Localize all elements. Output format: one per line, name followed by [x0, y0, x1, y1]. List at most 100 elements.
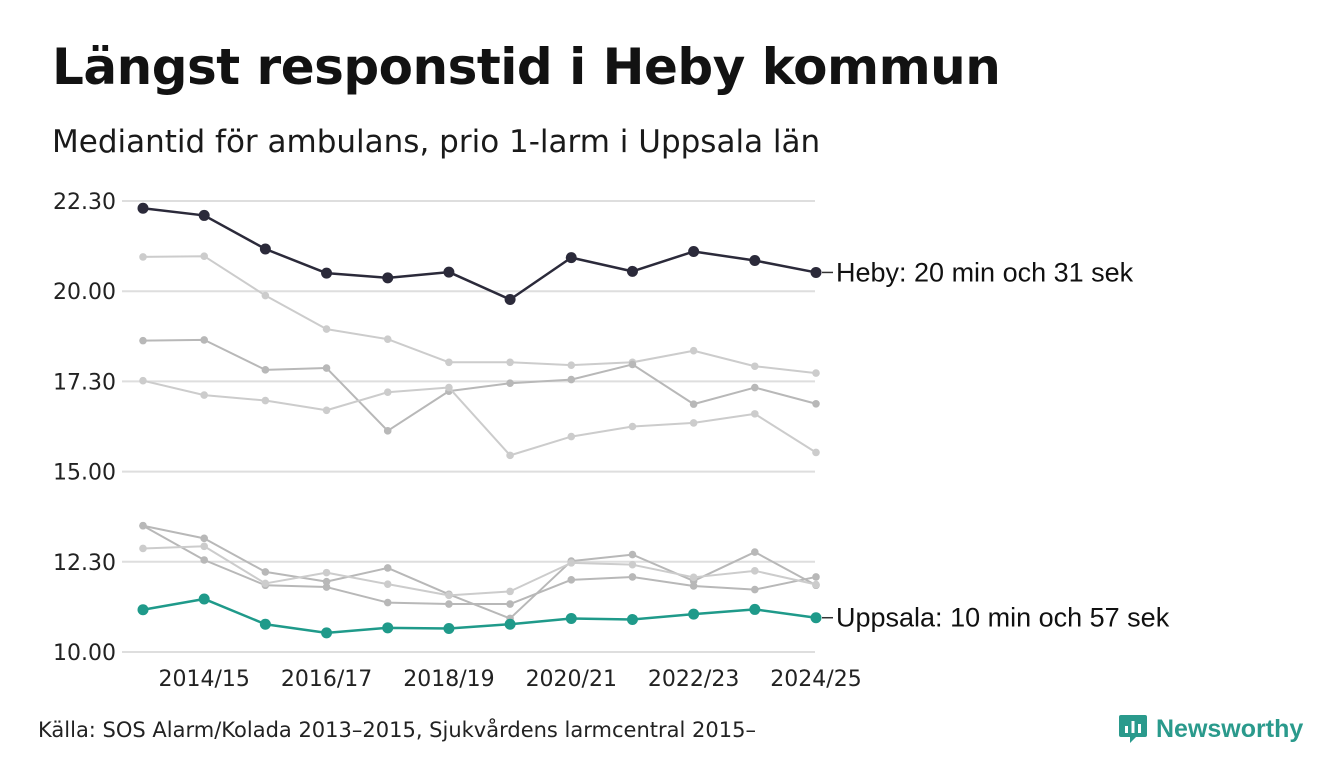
data-point [259, 243, 271, 255]
source-note: Källa: SOS Alarm/Kolada 2013–2015, Sjukv… [38, 718, 756, 742]
data-point [261, 366, 270, 374]
series-line [142, 206, 817, 301]
data-point [810, 612, 822, 624]
series-end-labels: Heby: 20 min och 31 sek Uppsala: 10 min o… [822, 257, 1170, 633]
data-point [382, 622, 394, 634]
gridlines [122, 200, 815, 653]
data-point [383, 427, 392, 435]
data-point [200, 391, 208, 399]
data-point [198, 593, 210, 605]
series-kommun-d [139, 521, 820, 623]
data-point [322, 325, 331, 333]
x-axis-ticks: 2014/15 2016/17 2018/19 2020/21 2022/23 2024/… [158, 667, 861, 692]
data-point [689, 400, 698, 408]
data-point [810, 266, 822, 278]
series-line [142, 338, 817, 432]
data-point [139, 336, 147, 345]
data-point [322, 364, 331, 372]
x-tick-label: 2020/21 [526, 667, 617, 692]
data-point [812, 448, 820, 457]
data-point [445, 600, 453, 608]
series-line [142, 255, 817, 375]
data-point [322, 583, 331, 591]
data-point [200, 252, 208, 261]
brand-name: Newsworthy [1156, 714, 1304, 743]
data-point [383, 598, 392, 607]
chart-subtitle: Mediantid för ambulans, prio 1-larm i Up… [52, 124, 821, 160]
data-point [443, 623, 455, 635]
data-point [200, 534, 208, 543]
data-point [322, 577, 331, 586]
data-point [321, 627, 333, 639]
series-kommun-f [139, 542, 820, 600]
brand-logo: Newsworthy [1118, 713, 1303, 745]
data-point [506, 358, 514, 367]
data-point [139, 521, 147, 530]
x-tick-label: 2018/19 [403, 667, 494, 692]
data-point [443, 266, 455, 278]
data-point [628, 422, 637, 431]
data-point [688, 246, 700, 258]
y-tick-label: 20.00 [53, 280, 116, 305]
series-line [142, 379, 817, 457]
data-point [137, 604, 149, 616]
y-tick-label: 15.00 [53, 461, 116, 486]
newsworthy-logo-icon [1119, 715, 1147, 743]
chart-title: Längst responstid i Heby kommun [52, 38, 1001, 96]
data-point [321, 267, 333, 279]
data-point [567, 375, 576, 384]
y-tick-label: 17.30 [53, 370, 116, 395]
data-point [445, 383, 453, 392]
y-tick-label: 12.30 [53, 551, 116, 576]
data-point [751, 585, 759, 594]
data-point [565, 612, 577, 624]
y-tick-label: 22.30 [53, 190, 116, 215]
data-point [261, 579, 270, 588]
data-point [139, 544, 147, 553]
data-point [751, 362, 759, 371]
series-uppsala [137, 593, 822, 639]
data-point [383, 564, 392, 572]
data-point [689, 582, 698, 590]
data-point [445, 591, 453, 600]
x-tick-label: 2022/23 [648, 667, 739, 692]
data-point [383, 388, 392, 397]
data-point [688, 608, 700, 620]
data-point [445, 358, 453, 367]
data-point [383, 335, 392, 343]
data-point [504, 293, 516, 305]
data-point [628, 573, 637, 581]
x-tick-label: 2014/15 [158, 667, 249, 692]
data-point [626, 265, 638, 277]
data-point [749, 603, 761, 615]
y-tick-label: 10.00 [53, 641, 116, 666]
series-end-label: Heby: 20 min och 31 sek [836, 257, 1134, 287]
data-point [628, 560, 637, 569]
data-point [504, 618, 516, 630]
data-point [506, 451, 514, 460]
data-point [689, 573, 698, 582]
data-point [506, 600, 514, 608]
data-point [751, 410, 759, 418]
data-point [626, 614, 638, 626]
data-point [506, 379, 514, 388]
data-point [259, 618, 271, 630]
data-point [506, 587, 514, 596]
data-point [200, 556, 208, 564]
data-point [261, 396, 270, 405]
data-point [812, 580, 820, 589]
data-point [751, 567, 759, 575]
data-point [628, 550, 637, 559]
data-point [567, 361, 576, 369]
series-kommun-c [139, 376, 820, 460]
data-point [689, 346, 698, 355]
data-point [567, 559, 576, 567]
data-point [137, 202, 149, 214]
series-kommun-e [139, 521, 820, 608]
data-point [812, 573, 820, 581]
data-point [261, 568, 270, 576]
data-point [322, 568, 331, 577]
series-kommun-b [139, 336, 820, 435]
data-point [261, 291, 270, 300]
data-point [689, 419, 698, 427]
